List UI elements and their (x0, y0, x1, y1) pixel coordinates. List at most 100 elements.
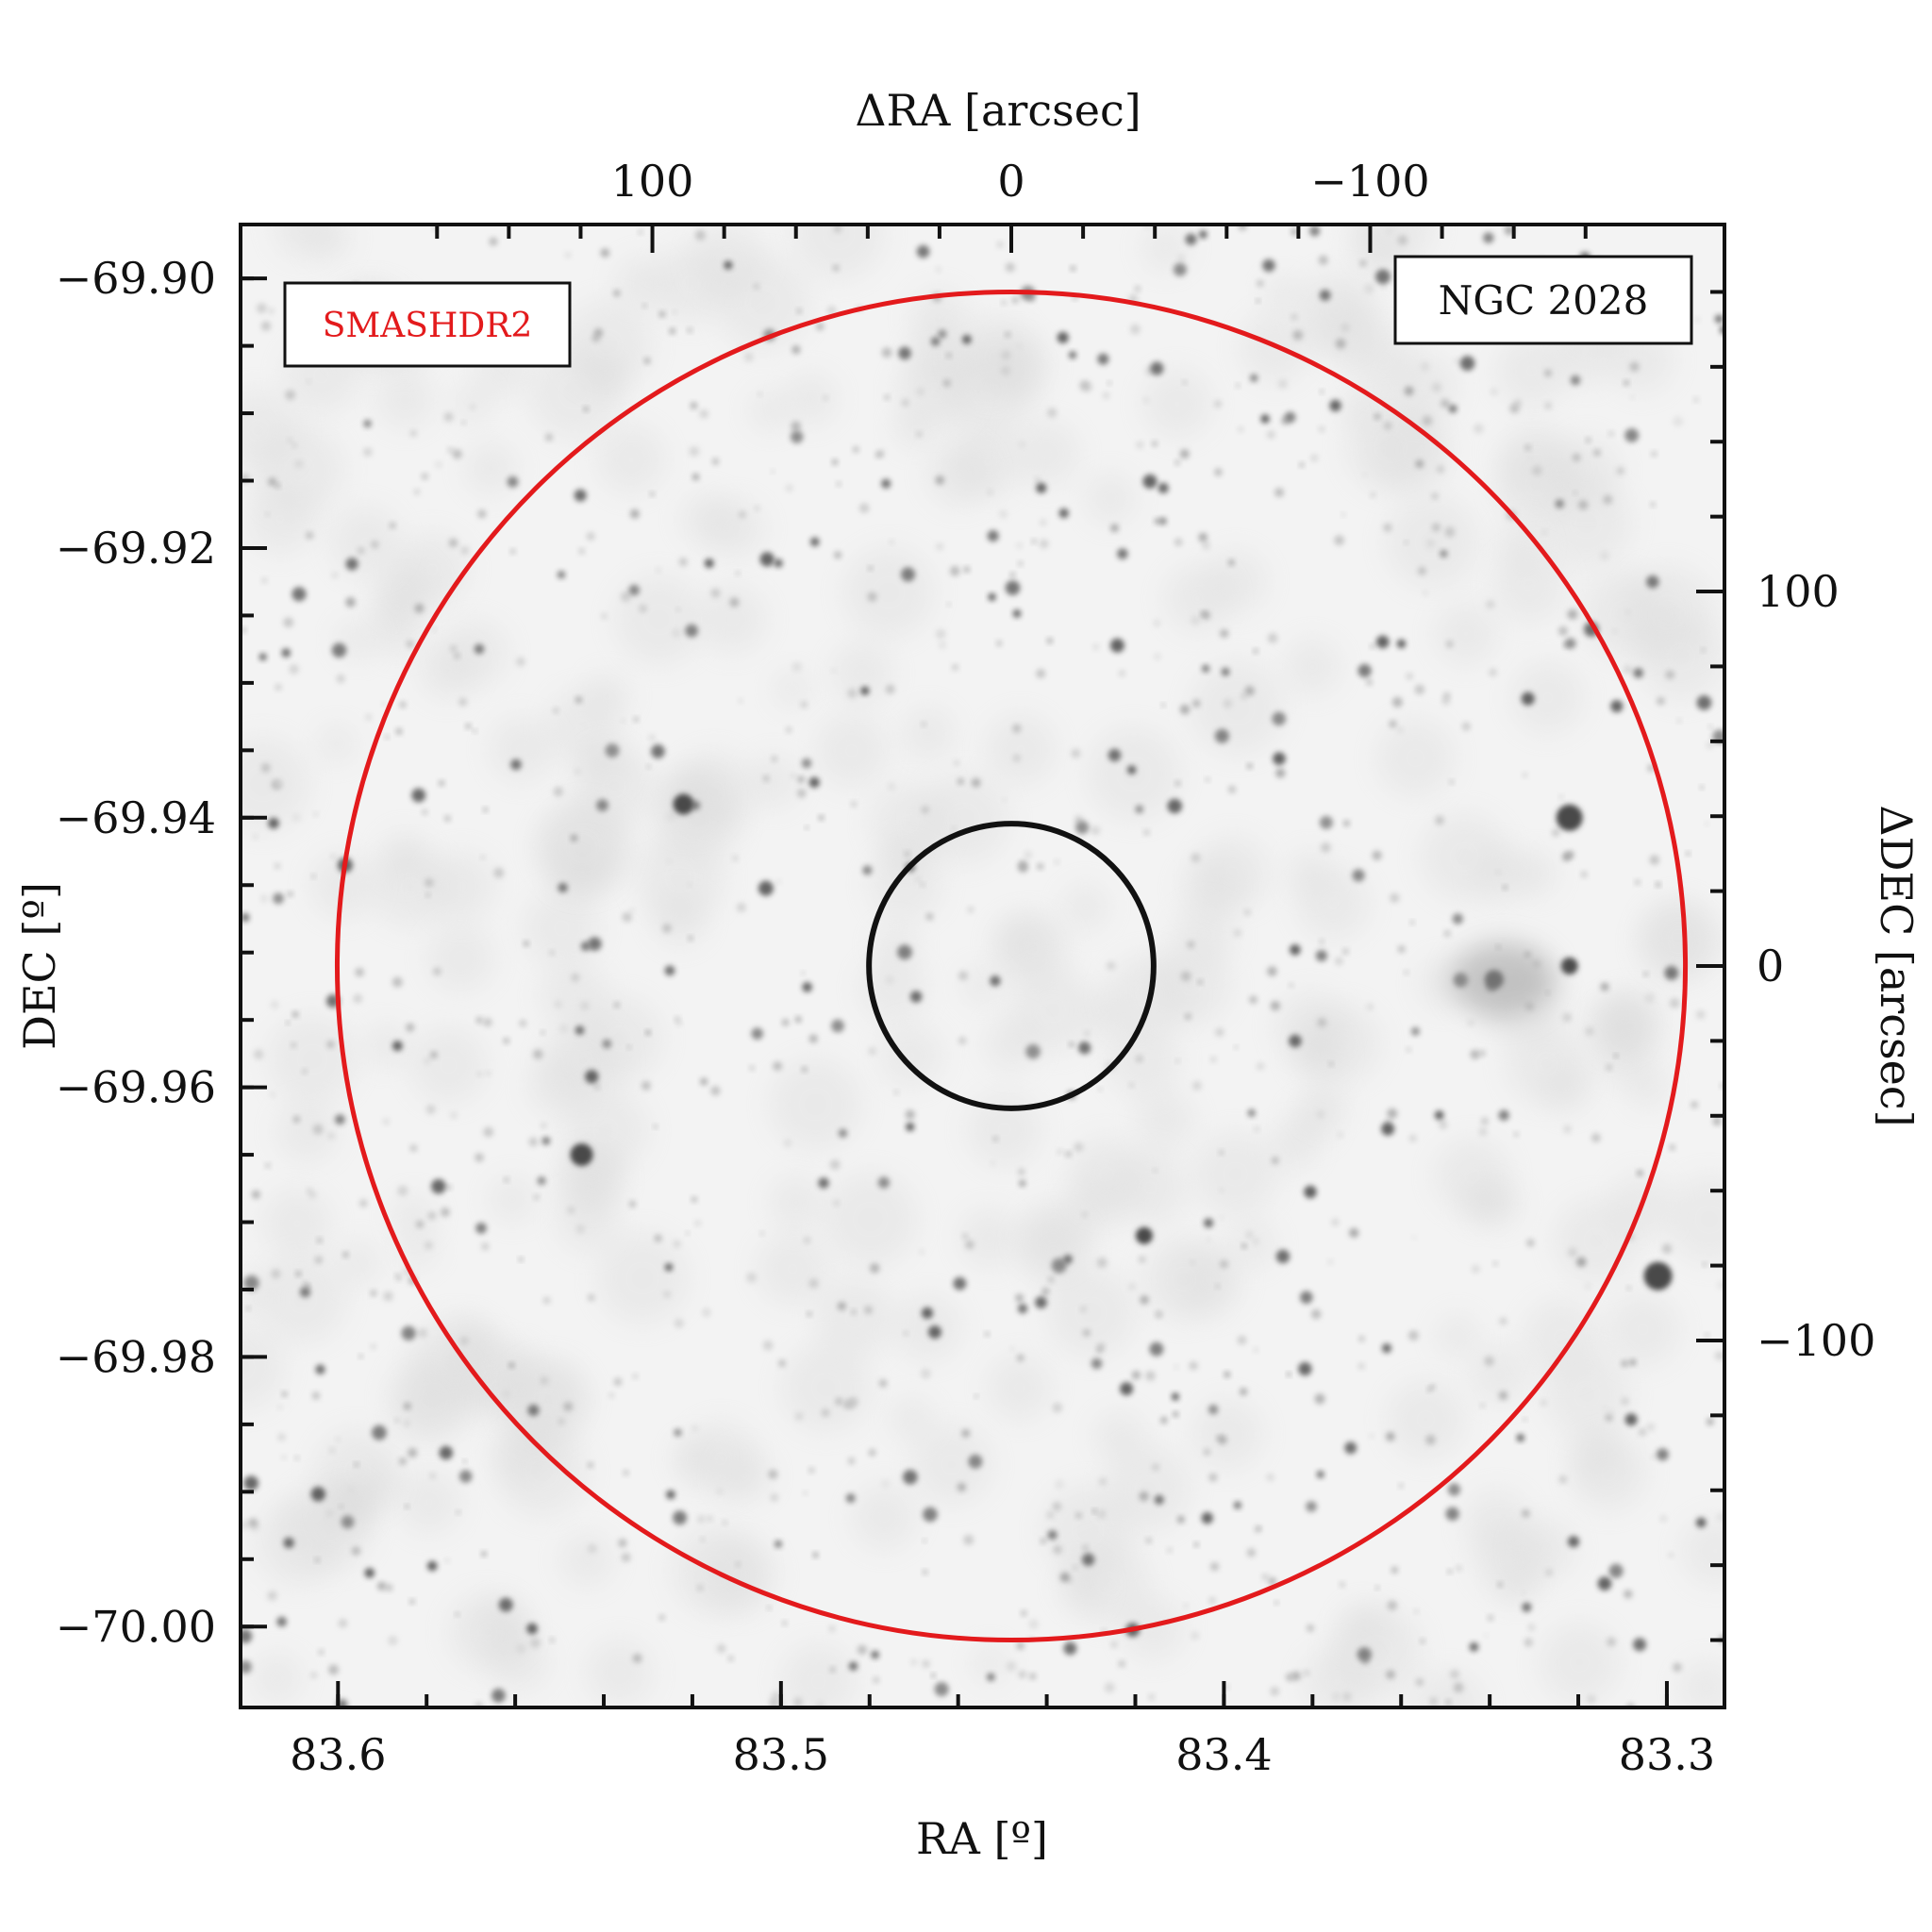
diffuse-glow (409, 1026, 488, 1104)
faint-star (1096, 1509, 1107, 1519)
faint-star (456, 1509, 461, 1515)
faint-star (327, 1132, 335, 1140)
faint-star (781, 1018, 790, 1026)
star (1570, 375, 1581, 386)
faint-star (1002, 797, 1007, 802)
diffuse-glow (317, 724, 357, 764)
faint-star (673, 309, 677, 315)
diffuse-glow (780, 1643, 857, 1707)
faint-star (1205, 776, 1210, 782)
faint-star (1690, 1101, 1698, 1108)
faint-star (1227, 785, 1237, 793)
faint-star (727, 1656, 734, 1662)
faint-star (245, 1306, 251, 1311)
cluster-radius-circle (334, 289, 1689, 1643)
faint-star (1017, 1168, 1025, 1176)
diffuse-glow (376, 371, 435, 429)
faint-star (998, 509, 1008, 519)
faint-star (1387, 1600, 1398, 1611)
diffuse-glow (1540, 1623, 1620, 1703)
diffuse-glow (719, 1450, 772, 1503)
faint-star (1714, 1351, 1724, 1360)
faint-star (833, 225, 841, 233)
faint-star (935, 475, 945, 485)
faint-star (768, 1469, 778, 1479)
faint-star (370, 1343, 376, 1350)
star (1375, 269, 1391, 285)
star (1521, 691, 1535, 706)
faint-star (808, 1034, 818, 1043)
top-tick-label: 100 (611, 156, 694, 207)
faint-star (1580, 871, 1588, 878)
faint-star (1237, 425, 1244, 433)
faint-star (1018, 441, 1025, 448)
faint-star (1041, 1288, 1050, 1295)
faint-star (1541, 529, 1548, 535)
faint-star (1034, 476, 1041, 483)
faint-star (1005, 331, 1011, 338)
faint-star (639, 604, 647, 613)
faint-star (1257, 1526, 1261, 1531)
diffuse-glow (1058, 1563, 1106, 1609)
faint-star (1193, 1541, 1199, 1547)
faint-star (1145, 1537, 1152, 1544)
faint-star (753, 283, 760, 291)
faint-star (951, 663, 959, 671)
faint-star (1239, 1387, 1248, 1396)
star (281, 648, 291, 658)
faint-star (905, 1109, 915, 1120)
faint-star (575, 1224, 586, 1234)
star (1434, 1110, 1444, 1121)
faint-star (1098, 1477, 1108, 1486)
faint-star (477, 509, 487, 519)
faint-star (1215, 1284, 1221, 1289)
faint-star (1669, 997, 1680, 1008)
faint-star (1499, 1317, 1507, 1325)
star (1633, 668, 1643, 678)
faint-star (1110, 1641, 1118, 1648)
faint-star (1643, 972, 1649, 977)
faint-star (1404, 386, 1414, 396)
faint-star (553, 708, 559, 714)
survey-label-box: SMASHDR2 (283, 281, 572, 368)
diffuse-glow (769, 1175, 823, 1229)
faint-star (1208, 1473, 1218, 1482)
faint-star (801, 1066, 808, 1073)
diffuse-glow (554, 844, 610, 901)
faint-star (395, 727, 403, 735)
faint-star (416, 1220, 425, 1228)
faint-star (307, 379, 311, 384)
diffuse-glow (586, 1639, 653, 1706)
faint-star (675, 608, 681, 612)
diffuse-glow (996, 912, 1070, 986)
faint-star (291, 1042, 297, 1048)
faint-star (1318, 255, 1328, 265)
faint-star (1602, 1406, 1607, 1410)
faint-star (575, 696, 583, 704)
faint-star (1065, 1151, 1072, 1158)
diffuse-glow (1627, 1067, 1670, 1108)
faint-star (1136, 441, 1144, 449)
faint-star (1016, 1354, 1024, 1362)
faint-star (1246, 1548, 1257, 1557)
star (1357, 663, 1372, 678)
diffuse-glow (596, 1232, 689, 1324)
faint-star (281, 1455, 287, 1460)
faint-star (1154, 518, 1160, 525)
faint-star (642, 303, 647, 308)
faint-star (925, 912, 934, 921)
faint-star (1705, 1333, 1709, 1338)
faint-star (1479, 1049, 1487, 1057)
faint-star (389, 522, 396, 529)
faint-star (828, 1624, 836, 1633)
faint-star (1603, 494, 1613, 505)
faint-star (425, 1241, 433, 1250)
faint-star (335, 1437, 341, 1442)
faint-star (1474, 424, 1484, 434)
faint-star (1629, 1358, 1637, 1366)
faint-star (1391, 1566, 1399, 1574)
star (673, 1510, 688, 1525)
faint-star (974, 1394, 978, 1399)
faint-star (797, 775, 805, 783)
faint-star (567, 1207, 575, 1214)
